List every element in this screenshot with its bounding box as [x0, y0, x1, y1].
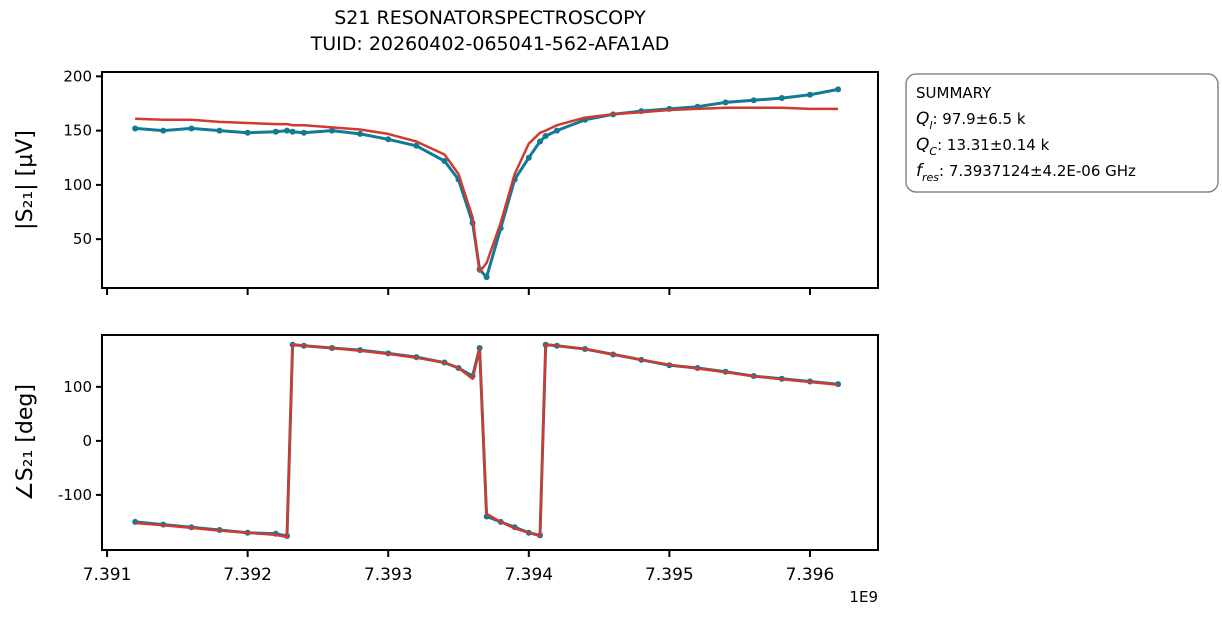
x-tick-label: 7.396 — [786, 565, 835, 585]
data-point — [289, 128, 296, 135]
summary-box — [905, 73, 1219, 193]
y-tick-label: 100 — [63, 378, 92, 396]
summary-line: fres: 7.3937124±4.2E-06 GHz — [916, 161, 1136, 184]
summary-symbol: f — [916, 161, 925, 181]
summary-line: QC: 13.31±0.14 k — [916, 135, 1050, 158]
data-point — [188, 125, 195, 132]
data-point — [806, 91, 813, 98]
summary-subscript: C — [929, 145, 937, 158]
data-point — [835, 86, 842, 93]
data-point — [272, 128, 279, 135]
y-tick-label: 0 — [82, 432, 92, 450]
plot-frame — [101, 334, 879, 551]
y-axis-label: ∠S₂₁ [deg] — [13, 384, 38, 501]
data-point — [553, 127, 560, 134]
data-point — [284, 127, 291, 134]
data-point — [750, 97, 757, 104]
summary-value: : 7.3937124±4.2E-06 GHz — [939, 162, 1136, 180]
summary-subscript: res — [922, 171, 939, 184]
data-point — [244, 129, 251, 136]
y-tick-label: 100 — [63, 176, 92, 194]
x-tick-label: 7.392 — [223, 565, 272, 585]
y-tick-label: 150 — [63, 122, 92, 140]
data-point — [160, 127, 167, 134]
data-point — [441, 158, 448, 165]
summary-title: SUMMARY — [916, 84, 992, 102]
chart-title: S21 RESONATORSPECTROSCOPY — [334, 7, 646, 29]
x-tick-label: 7.391 — [83, 565, 132, 585]
y-tick-label: 200 — [63, 67, 92, 85]
x-tick-label: 7.395 — [645, 565, 694, 585]
plot-frame — [101, 71, 879, 289]
x-tick-label: 7.394 — [504, 565, 553, 585]
data-point — [483, 274, 490, 281]
summary-value: : 97.9±6.5 k — [932, 110, 1025, 128]
x-tick-label: 7.393 — [364, 565, 413, 585]
summary-line: Ql: 97.9±6.5 k — [916, 109, 1026, 132]
data-point — [328, 127, 335, 134]
chart-subtitle: TUID: 20260402-065041-562-AFA1AD — [310, 33, 670, 55]
data-point — [778, 95, 785, 102]
data-point — [537, 138, 544, 145]
data-point — [413, 142, 420, 149]
data-point — [385, 136, 392, 143]
y-tick-label: -100 — [58, 486, 92, 504]
data-point — [132, 125, 139, 132]
data-line — [135, 87, 839, 279]
y-tick-label: 50 — [73, 230, 92, 248]
summary-symbol: Q — [916, 135, 929, 155]
data-point — [300, 129, 307, 136]
fit-line — [135, 106, 839, 273]
y-axis-label: |S₂₁| [µV] — [13, 130, 38, 230]
data-point — [525, 154, 532, 161]
data-point — [357, 130, 364, 137]
data-point — [722, 99, 729, 106]
data-point — [542, 133, 549, 140]
summary-symbol: Q — [916, 109, 929, 129]
data-point — [216, 127, 223, 134]
summary-subscript: l — [929, 119, 932, 132]
summary-value: : 13.31±0.14 k — [937, 136, 1049, 154]
fit-line — [135, 342, 839, 539]
x-offset-label: 1E9 — [849, 588, 878, 606]
